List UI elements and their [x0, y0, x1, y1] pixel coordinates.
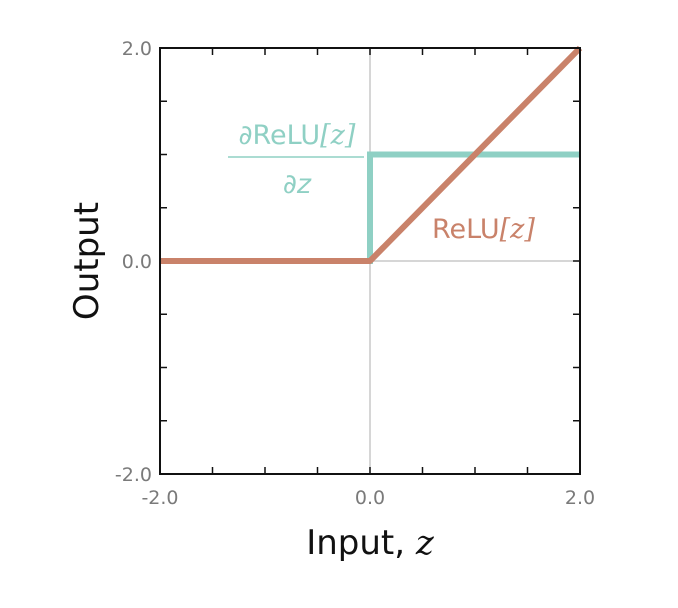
x-axis-title-variable: z — [415, 523, 435, 563]
x-tick-label: -2.0 — [141, 487, 178, 509]
relu-label: ReLU[z] — [432, 214, 535, 245]
derivative-denominator: ∂z — [283, 169, 312, 200]
relu-label-main: ReLU — [432, 214, 500, 245]
plot-frame — [159, 47, 581, 475]
x-tick-label: 2.0 — [565, 487, 595, 509]
y-axis-title: Output — [67, 202, 107, 320]
relu-line — [160, 45, 583, 264]
y-tick-label: 2.0 — [122, 38, 152, 60]
x-axis-title-text: Input, — [306, 523, 416, 563]
x-axis-title: Input, z — [306, 523, 435, 563]
y-tick-label: -2.0 — [115, 464, 152, 486]
derivative-numerator-main: ∂ReLU — [239, 120, 321, 151]
relu-derivative-line — [160, 151, 580, 264]
relu-derivative-label: ∂ReLU[z] ∂z — [228, 120, 364, 200]
y-tick-label: 0.0 — [122, 251, 152, 273]
x-tick-label: 0.0 — [355, 487, 385, 509]
derivative-numerator: ∂ReLU[z] — [239, 120, 356, 151]
relu-label-arg: [z] — [500, 214, 536, 245]
derivative-numerator-arg: [z] — [320, 120, 356, 151]
